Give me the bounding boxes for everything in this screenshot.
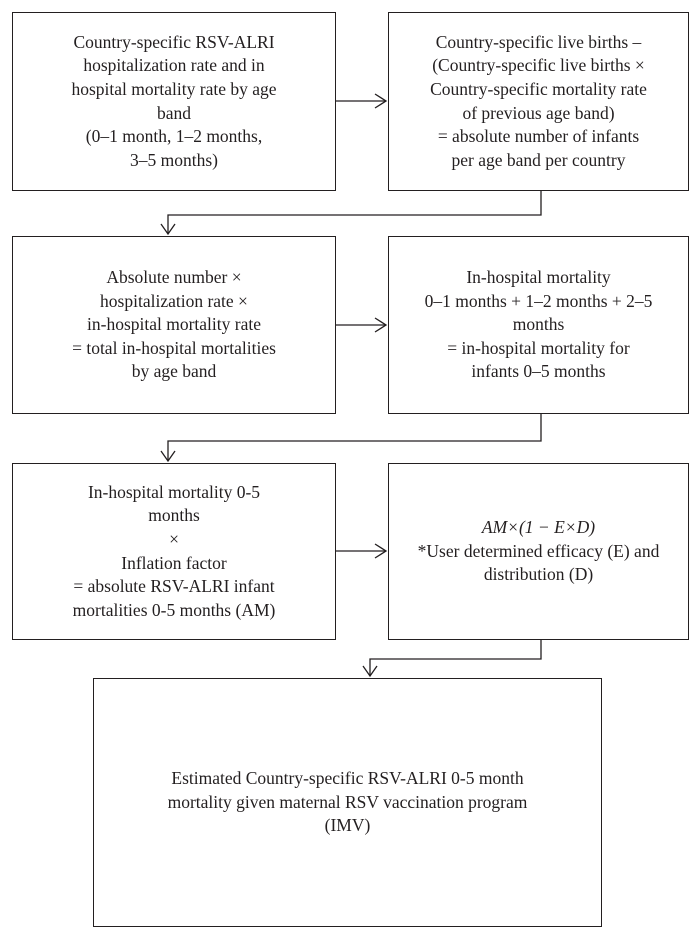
box-line: Estimated Country-specific RSV-ALRI 0-5 … — [171, 768, 524, 789]
connector-b2-to-b3 — [160, 191, 542, 236]
formula: AM×(1 − E×D) — [481, 517, 596, 538]
live-births-box: Country-specific live births – (Country-… — [388, 12, 689, 191]
box-line: mortalities 0-5 months (AM) — [72, 599, 276, 620]
box-line: mortality given maternal RSV vaccination… — [167, 791, 528, 812]
box-line: Country-specific RSV-ALRI — [73, 31, 275, 52]
arrow-b1-to-b2 — [336, 93, 388, 109]
box-line: × — [169, 528, 179, 549]
box-line: in-hospital mortality rate — [87, 314, 261, 335]
box-line: 0–1 months + 1–2 months + 2–5 — [424, 290, 653, 311]
box-line: distribution (D) — [483, 564, 594, 585]
box-line: of previous age band) — [462, 102, 615, 123]
box-line: Absolute number × — [106, 267, 242, 288]
box-line: per age band per country — [451, 149, 626, 170]
inflation-factor-box: In-hospital mortality 0-5 months × Infla… — [12, 463, 336, 640]
box-line: Country-specific mortality rate — [430, 78, 647, 99]
rsv-alri-rate-box: Country-specific RSV-ALRI hospitalizatio… — [12, 12, 336, 191]
box-line: In-hospital mortality — [466, 267, 611, 288]
arrow-b5-to-b6 — [336, 543, 388, 559]
box-line: band — [156, 102, 192, 123]
box-line: hospitalization rate and in — [83, 55, 265, 76]
box-line: = absolute number of infants — [437, 126, 640, 147]
box-line: months — [148, 505, 200, 526]
in-hospital-mortality-sum-box: In-hospital mortality 0–1 months + 1–2 m… — [388, 236, 689, 414]
efficacy-formula-box: AM×(1 − E×D) *User determined efficacy (… — [388, 463, 689, 640]
box-line: (0–1 month, 1–2 months, — [85, 126, 263, 147]
absolute-number-box: Absolute number × hospitalization rate ×… — [12, 236, 336, 414]
box-line: *User determined efficacy (E) and — [417, 540, 660, 561]
box-line: Country-specific live births – — [435, 31, 642, 52]
box-line: hospitalization rate × — [100, 290, 248, 311]
box-line: (Country-specific live births × — [432, 55, 645, 76]
box-line: = in-hospital mortality for — [447, 337, 630, 358]
box-line: 3–5 months) — [130, 149, 218, 170]
estimated-mortality-box: Estimated Country-specific RSV-ALRI 0-5 … — [93, 678, 602, 927]
arrow-b3-to-b4 — [336, 317, 388, 333]
box-line: Inflation factor — [121, 552, 227, 573]
box-line: (IMV) — [324, 815, 371, 836]
box-line: months — [512, 314, 565, 335]
box-line: In-hospital mortality 0-5 — [87, 481, 261, 502]
box-line: by age band — [131, 361, 217, 382]
box-line: = absolute RSV-ALRI infant — [73, 576, 275, 597]
connector-b6-to-b7 — [362, 640, 542, 678]
box-line: = total in-hospital mortalities — [72, 337, 276, 358]
box-line: hospital mortality rate by age — [71, 78, 277, 99]
box-line: infants 0–5 months — [471, 361, 606, 382]
connector-b4-to-b5 — [160, 414, 542, 463]
